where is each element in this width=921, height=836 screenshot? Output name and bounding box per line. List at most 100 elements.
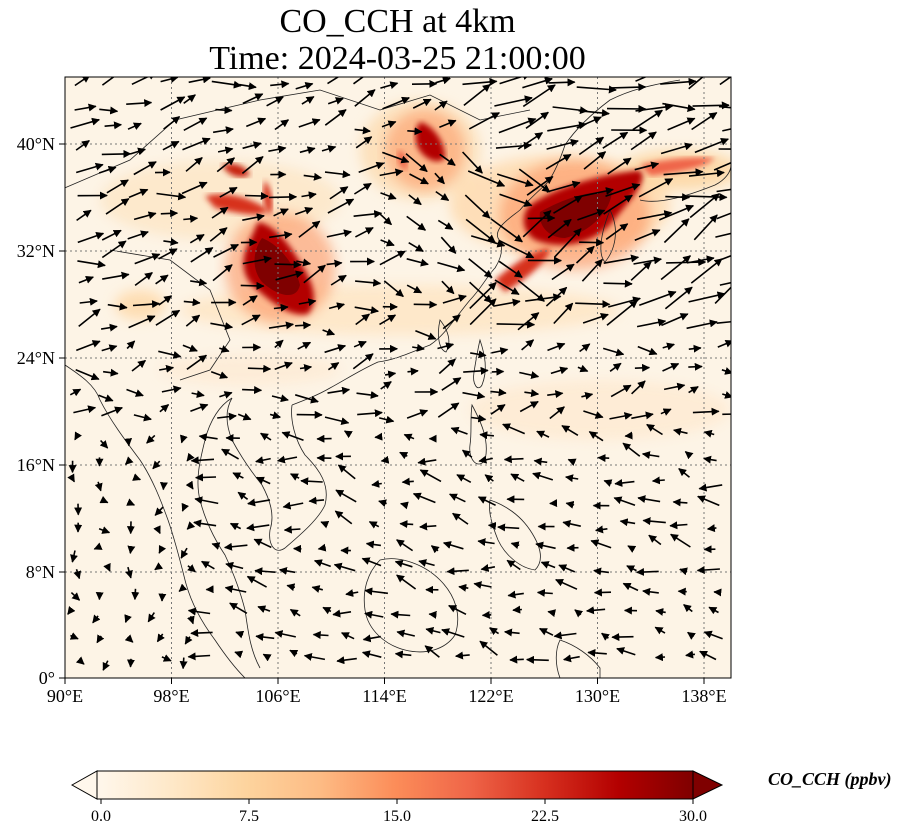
wind-arrow bbox=[294, 394, 319, 404]
wind-arrow bbox=[379, 250, 406, 266]
wind-arrow bbox=[383, 280, 404, 298]
wind-arrow bbox=[578, 109, 610, 117]
wind-arrow bbox=[198, 433, 218, 442]
wind-arrow bbox=[456, 474, 472, 484]
wind-arrow bbox=[337, 464, 356, 480]
wind-arrow bbox=[563, 654, 580, 663]
wind-arrow bbox=[713, 161, 731, 171]
wind-arrow bbox=[719, 77, 731, 86]
wind-arrow bbox=[300, 477, 323, 486]
wind-arrow bbox=[317, 543, 327, 552]
wind-arrow bbox=[473, 581, 492, 589]
wind-arrow bbox=[193, 519, 217, 528]
wind-arrow bbox=[146, 434, 156, 444]
wind-arrow bbox=[430, 545, 440, 554]
wind-arrow bbox=[215, 106, 233, 115]
wind-arrow bbox=[672, 498, 688, 507]
wind-arrow bbox=[619, 518, 636, 527]
wind-arrow bbox=[648, 534, 662, 546]
wind-arrow bbox=[517, 279, 545, 302]
wind-arrow bbox=[683, 603, 693, 613]
wind-arrow bbox=[237, 491, 249, 500]
wind-arrow bbox=[76, 340, 101, 352]
wind-arrow bbox=[719, 281, 731, 286]
colorbar-extend-min bbox=[70, 770, 98, 800]
wind-arrow bbox=[637, 495, 661, 504]
wind-arrow bbox=[706, 524, 717, 533]
wind-arrow bbox=[229, 522, 242, 531]
wind-arrow bbox=[124, 634, 134, 643]
wind-arrow bbox=[708, 606, 719, 615]
lon-tick-label: 98°E bbox=[153, 686, 189, 706]
wind-arrow bbox=[93, 542, 103, 550]
wind-arrow bbox=[448, 493, 466, 503]
wind-arrow bbox=[219, 186, 238, 198]
wind-arrow bbox=[329, 186, 349, 200]
wind-arrow bbox=[509, 655, 524, 664]
lon-tick-label: 90°E bbox=[47, 686, 83, 706]
wind-arrow bbox=[158, 350, 182, 359]
wind-arrow bbox=[242, 93, 264, 105]
colorbar-gradient bbox=[96, 770, 694, 800]
wind-arrow bbox=[185, 480, 194, 490]
wind-arrow bbox=[131, 77, 157, 86]
wind-arrow bbox=[655, 608, 666, 616]
wind-arrow bbox=[76, 209, 92, 222]
wind-arrow bbox=[664, 286, 693, 310]
wind-arrow bbox=[159, 403, 170, 413]
wind-arrow bbox=[547, 342, 566, 352]
wind-arrow bbox=[665, 193, 691, 202]
wind-arrow bbox=[185, 314, 201, 327]
wind-arrow bbox=[583, 410, 604, 419]
wind-arrow bbox=[641, 451, 660, 460]
wind-arrow bbox=[183, 117, 208, 132]
wind-arrow bbox=[99, 495, 109, 504]
wind-arrow bbox=[635, 103, 674, 112]
map-panel bbox=[65, 77, 731, 678]
wind-arrow bbox=[565, 500, 575, 509]
wind-arrow bbox=[127, 122, 142, 130]
wind-arrow bbox=[526, 175, 554, 196]
wind-arrow bbox=[685, 650, 695, 659]
wind-arrow bbox=[298, 118, 321, 128]
wind-arrow bbox=[522, 84, 556, 108]
wind-arrow bbox=[102, 271, 130, 280]
wind-arrow bbox=[616, 647, 636, 656]
wind-arrow bbox=[590, 539, 612, 549]
wind-arrow bbox=[133, 211, 157, 221]
wind-arrow bbox=[663, 382, 686, 391]
wind-arrow bbox=[512, 605, 522, 614]
wind-arrow bbox=[632, 109, 663, 131]
wind-arrow bbox=[133, 161, 157, 176]
wind-arrow bbox=[355, 226, 374, 238]
wind-arrow bbox=[692, 101, 730, 110]
wind-arrow bbox=[496, 320, 536, 329]
wind-arrow bbox=[217, 412, 237, 421]
wind-arrow bbox=[494, 279, 520, 296]
wind-arrow bbox=[553, 302, 574, 325]
wind-arrow bbox=[355, 136, 373, 149]
wind-arrow bbox=[499, 77, 531, 85]
wind-arrow bbox=[679, 567, 688, 576]
wind-arrow bbox=[239, 82, 257, 91]
wind-arrow bbox=[158, 544, 167, 554]
wind-arrow bbox=[535, 541, 556, 550]
wind-arrow bbox=[335, 489, 357, 503]
wind-arrow bbox=[186, 452, 195, 462]
wind-arrow bbox=[125, 566, 133, 579]
wind-arrow bbox=[471, 414, 487, 423]
wind-arrow bbox=[442, 294, 467, 304]
wind-arrow bbox=[635, 77, 648, 82]
wind-arrow bbox=[494, 95, 533, 107]
wind-arrow bbox=[246, 575, 267, 588]
map-title-variable: CO_CCH at 4km bbox=[279, 3, 516, 40]
wind-arrow bbox=[303, 172, 322, 181]
wind-arrow bbox=[470, 350, 487, 359]
wind-arrow bbox=[191, 390, 205, 399]
wind-arrow bbox=[407, 127, 423, 136]
lon-tick-label: 138°E bbox=[681, 686, 726, 706]
wind-arrow bbox=[255, 476, 271, 485]
wind-arrow bbox=[463, 83, 491, 107]
wind-arrow bbox=[219, 345, 230, 353]
wind-arrow bbox=[412, 343, 425, 352]
